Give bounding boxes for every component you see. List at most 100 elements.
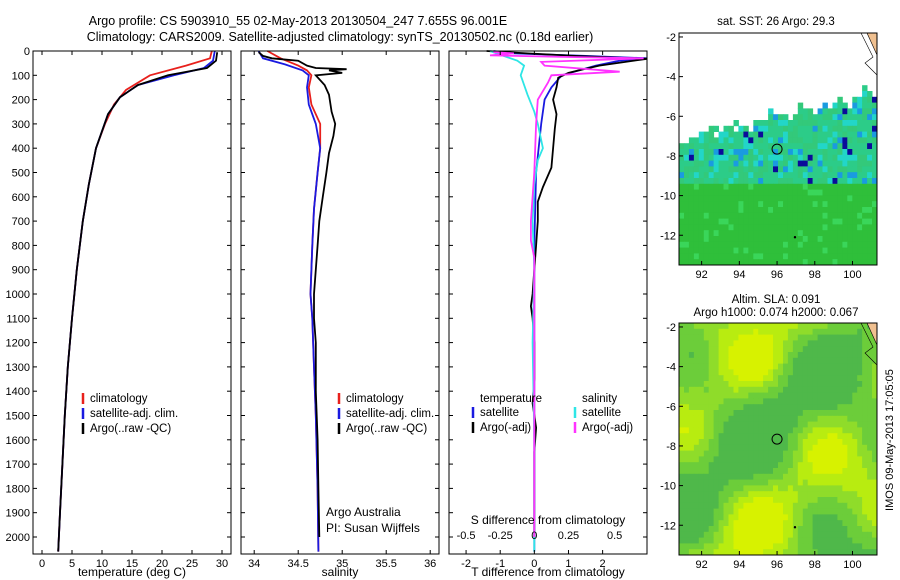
sla_map-cell [693,508,700,515]
sst_map-cell [753,160,759,167]
sla_map-cell [773,531,779,538]
sst_map-cell [852,212,858,219]
sla_map-cell [718,328,724,335]
sst_map-cell [857,218,863,225]
sla_map-cell [698,537,705,544]
sla_map-cell [728,526,734,533]
sla_map-cell [763,427,769,434]
sla_map-cell [728,497,734,504]
sla_map-cell [763,357,769,364]
sla_map-cell [872,346,878,353]
sla_map-cell [728,415,734,422]
sst_map-cell [679,236,685,243]
sla_map-cell [832,433,838,440]
sst_map-cell [787,236,794,243]
sla_map-cell [817,531,823,538]
salinity-xtick-label-1: 34.5 [287,558,308,570]
sst_map-cell [753,241,759,248]
sst_map-cell [817,114,823,121]
sla_map-cell [708,427,715,434]
sst_map-cell [723,131,729,138]
sla_map-cell [723,427,729,434]
sst_map-cell [783,143,789,150]
sla_map-cell [703,323,710,330]
sla_map-cell [842,491,848,498]
sla_map-cell [852,514,858,521]
sla_map-cell [817,375,823,382]
sla_map-cell [862,468,868,475]
sla_map-cell [703,427,710,434]
sla_map-cell [733,491,739,498]
sla_map-cell [872,392,878,399]
sla_map-cell [783,526,789,533]
sla_map-cell [684,340,690,347]
sla_map-cell [753,427,759,434]
sla_map-cell [837,398,843,405]
sla_map-cell [832,398,838,405]
sst_map-cell [743,160,749,167]
sla_map-cell [778,537,784,544]
sst_map-cell [733,241,739,248]
sla_map-cell [743,468,749,475]
sla_map-cell [763,346,769,353]
sla_map-cell [684,520,690,527]
sla_map-cell [748,485,754,492]
sst_map-cell [713,253,719,260]
sla_map-cell [783,514,789,521]
sst_map-cell [743,189,749,196]
sla_map-cell [688,537,695,544]
sla_map-cell [728,328,734,335]
sla_map-cell [684,433,690,440]
sla_map-cell [817,473,823,480]
sla_map-ytick-label-2: -6 [666,401,676,413]
sst_map-cell [802,224,809,231]
sla_map-cell [688,502,695,509]
temperature-ytick-label-2: 200 [12,95,30,107]
sla_map-cell [817,462,823,469]
sla_map-cell [787,381,794,388]
sst_map-cell [713,189,719,196]
sst_map-cell [743,125,749,132]
sla_map-cell [797,410,804,417]
sla_map-cell [847,462,853,469]
sst_map-cell [679,154,685,161]
sla_map-cell [792,427,799,434]
sst_map-cell [812,201,818,208]
sla_map-cell [832,346,838,353]
sla_map-ytick-label-5: -12 [660,520,676,532]
sla_map-cell [738,381,744,388]
sla_map-cell [753,363,759,370]
sla_map-cell [852,473,858,480]
sla_map-cell [872,508,878,515]
sla_map-cell [693,340,700,347]
sla_map-cell [758,421,764,428]
sla_map-cell [679,497,685,504]
sla_map-cell [807,410,814,417]
sla_map-cell [857,357,863,364]
sst_map-cell [758,236,764,243]
sla_map-cell [758,508,764,515]
sla_map-cell [792,398,799,405]
sst_map-cell [807,137,814,144]
sst_map-cell [748,143,754,150]
sla_map-cell [872,456,878,463]
sla_map-cell [797,340,804,347]
sst_map-cell [787,253,794,260]
sst_map-cell [807,230,814,237]
sla_map-cell [708,468,715,475]
sst_map-cell [758,212,764,219]
sla_map-cell [802,410,809,417]
sst_map-cell [847,230,853,237]
sla_map-cell [847,433,853,440]
sla_map-cell [679,531,685,538]
sst_map-cell [763,259,769,266]
sst_map-cell [763,247,769,254]
sla_map-cell [862,450,868,457]
sla_map-cell [748,502,754,509]
sla_map-cell [738,473,744,480]
sla_map-cell [703,328,710,335]
sla_map-cell [743,427,749,434]
sla_map-cell [862,502,868,509]
sst_map-cell [743,253,749,260]
sla_map-cell [763,398,769,405]
